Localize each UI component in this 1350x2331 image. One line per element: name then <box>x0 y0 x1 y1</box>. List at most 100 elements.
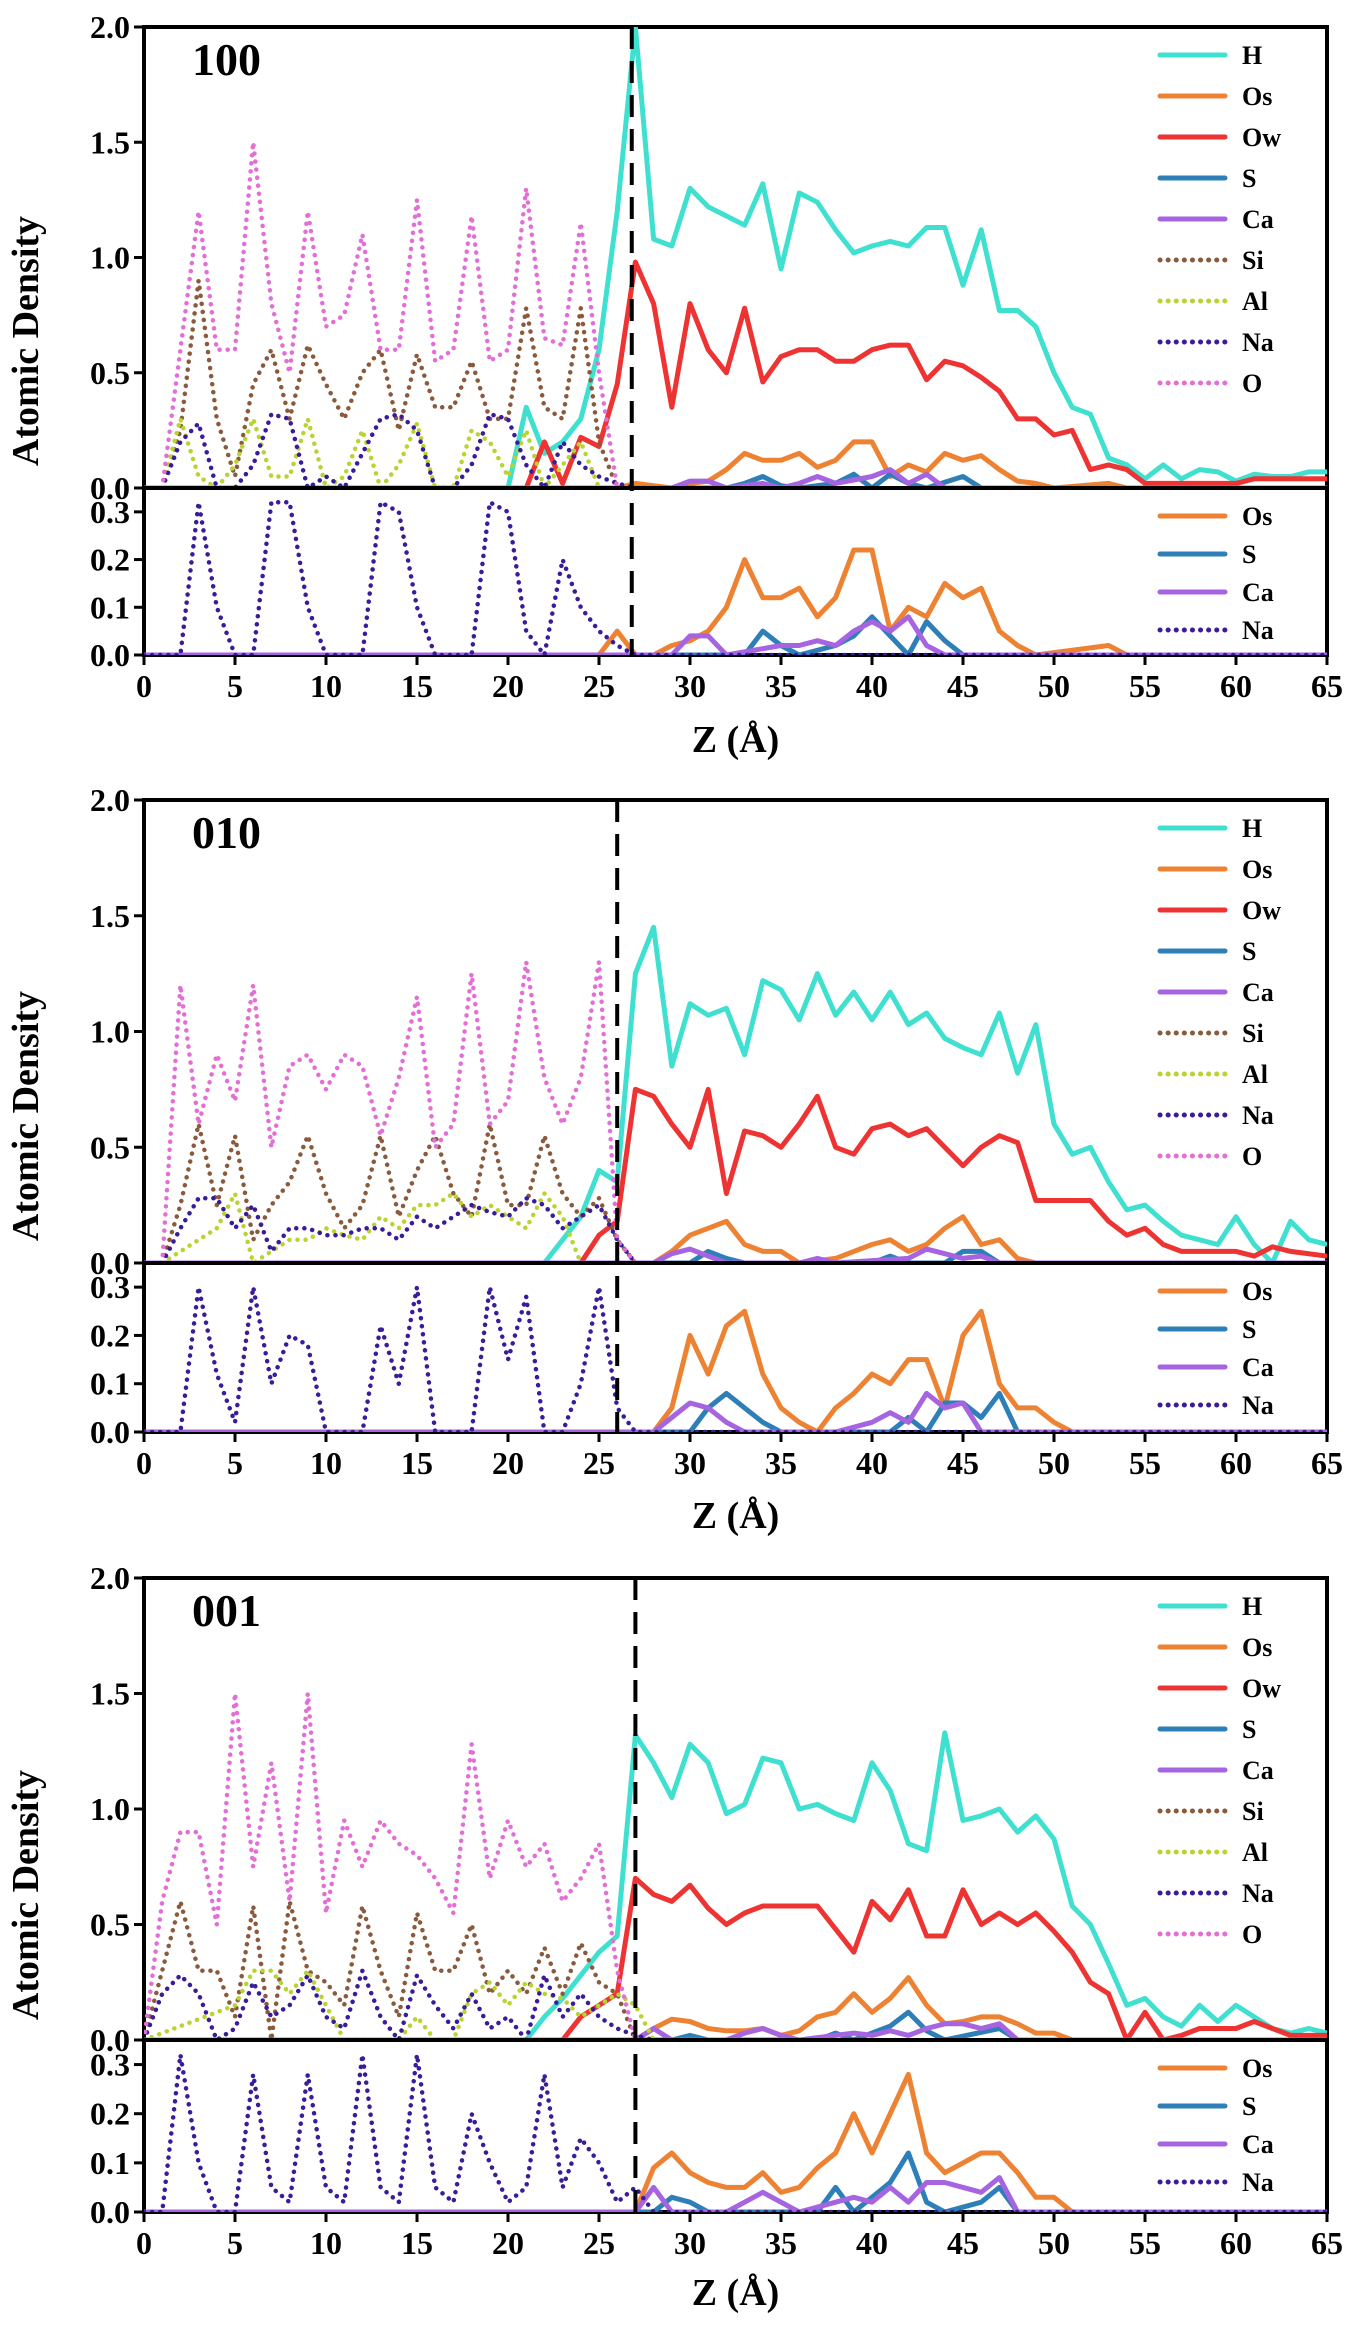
chart-panel-001: 0.0 0.5 1.0 1.5 2.0 H Os Ow S Ca Si Al Na O 0.0 0.1 0.2 0… <box>5 1560 1343 2314</box>
series-line-S <box>144 471 1327 488</box>
x-tick-label: 20 <box>492 2225 524 2261</box>
legend-label-Ow: Ow <box>1242 896 1281 925</box>
series-line-O <box>144 1691 638 2040</box>
y-axis-title: Atomic Density <box>5 991 47 1241</box>
x-tick-label: 10 <box>310 2225 342 2261</box>
legend-label-Os: Os <box>1242 1277 1272 1306</box>
legend-label-H: H <box>1242 814 1262 843</box>
bottom-series-group <box>144 500 1327 655</box>
legend-label-Al: Al <box>1242 1060 1268 1089</box>
series-line-H <box>144 1730 1327 2040</box>
legend-label-Os: Os <box>1242 502 1272 531</box>
x-tick-label: 25 <box>583 668 615 704</box>
series-line-Al <box>159 416 602 488</box>
series-line-Si <box>159 1121 638 1263</box>
bottom-y-tick-label: 0.2 <box>90 1317 130 1353</box>
y-axis-title: Atomic Density <box>5 216 47 466</box>
legend-label-Al: Al <box>1242 1838 1268 1867</box>
top-y-tick-label: 2.0 <box>90 782 130 818</box>
series-line-S <box>144 1390 1327 1432</box>
top-y-tick-label: 1.0 <box>90 1791 130 1827</box>
x-tick-label: 0 <box>136 668 152 704</box>
top-y-tick-label: 1.0 <box>90 240 130 276</box>
x-tick-label: 25 <box>583 1445 615 1481</box>
series-line-Na <box>144 1284 1327 1432</box>
x-tick-label: 30 <box>674 1445 706 1481</box>
x-tick-label: 5 <box>227 1445 243 1481</box>
legend-label-S: S <box>1242 1715 1256 1744</box>
chart-panel-010: 0.0 0.5 1.0 1.5 2.0 H Os Ow S Ca Si Al Na O 0.0 0.1 0.2 0… <box>5 782 1343 1537</box>
bottom-plot-frame <box>142 486 1329 657</box>
x-axis-title: Z (Å) <box>692 1495 780 1537</box>
series-line-Na <box>159 411 638 488</box>
bottom-y-tick-label: 0.1 <box>90 2145 130 2181</box>
bottom-y-tick-label: 0.1 <box>90 589 130 625</box>
top-series-group <box>144 27 1327 488</box>
series-line-Ca <box>144 2021 1327 2040</box>
panel-label: 010 <box>192 807 261 858</box>
top-y-tick-label: 0.5 <box>90 355 130 391</box>
x-tick-label: 40 <box>856 2225 888 2261</box>
legend-label-Os: Os <box>1242 855 1272 884</box>
series-line-Ow <box>144 1875 1327 2040</box>
legend-label-Si: Si <box>1242 246 1264 275</box>
bottom-y-tick-label: 0.3 <box>90 494 130 530</box>
x-tick-label: 15 <box>401 2225 433 2261</box>
x-tick-label: 65 <box>1311 668 1343 704</box>
series-line-Na <box>144 1968 656 2040</box>
series-line-H <box>144 27 1327 488</box>
panel-label: 001 <box>192 1585 261 1636</box>
x-tick-label: 40 <box>856 668 888 704</box>
x-tick-label: 60 <box>1220 2225 1252 2261</box>
x-tick-label: 10 <box>310 1445 342 1481</box>
bottom-plot-frame <box>142 1261 1329 1434</box>
bottom-y-tick-label: 0.1 <box>90 1366 130 1402</box>
x-tick-label: 60 <box>1220 1445 1252 1481</box>
x-tick-label: 55 <box>1129 2225 1161 2261</box>
series-line-Os <box>144 1975 1327 2040</box>
series-line-Ca <box>144 467 1327 488</box>
top-y-tick-label: 0.0 <box>90 1245 130 1281</box>
top-series-group <box>144 924 1327 1263</box>
x-tick-label: 15 <box>401 668 433 704</box>
legend-label-O: O <box>1242 1142 1262 1171</box>
x-tick-label: 30 <box>674 668 706 704</box>
series-line-Os <box>144 1308 1327 1432</box>
top-y-tick-label: 0.0 <box>90 470 130 506</box>
legend-label-O: O <box>1242 1920 1262 1949</box>
series-line-S <box>144 2150 1327 2212</box>
x-tick-label: 10 <box>310 668 342 704</box>
legend-label-S: S <box>1242 937 1256 966</box>
x-tick-label: 15 <box>401 1445 433 1481</box>
x-tick-label: 55 <box>1129 1445 1161 1481</box>
series-line-H <box>144 924 1327 1263</box>
series-line-Os <box>144 1214 1327 1263</box>
legend-label-H: H <box>1242 1592 1262 1621</box>
x-tick-label: 45 <box>947 2225 979 2261</box>
legend-label-Os: Os <box>1242 82 1272 111</box>
x-axis-title: Z (Å) <box>692 2272 780 2314</box>
x-tick-label: 45 <box>947 668 979 704</box>
legend-label-O: O <box>1242 369 1262 398</box>
top-y-tick-label: 0.5 <box>90 1129 130 1165</box>
series-line-Ca <box>144 1390 1327 1432</box>
y-axis-title: Atomic Density <box>5 1770 47 2020</box>
legend-label-S: S <box>1242 164 1256 193</box>
series-line-Na <box>144 2052 1327 2212</box>
series-line-Ca <box>144 614 1327 655</box>
bottom-y-tick-label: 0.0 <box>90 1414 130 1450</box>
chart-panel-100: 0.0 0.5 1.0 1.5 2.0 H Os Ow S Ca Si Al Na O 0.0 0.1 0.2 0… <box>5 9 1343 761</box>
series-line-Na <box>159 1195 638 1263</box>
x-tick-label: 50 <box>1038 1445 1070 1481</box>
bottom-y-tick-label: 0.3 <box>90 2047 130 2083</box>
legend-label-Ca: Ca <box>1242 1353 1274 1382</box>
x-tick-label: 50 <box>1038 2225 1070 2261</box>
x-axis-title: Z (Å) <box>692 719 780 761</box>
series-line-Ow <box>144 1086 1327 1263</box>
x-tick-label: 45 <box>947 1445 979 1481</box>
bottom-y-tick-label: 0.2 <box>90 542 130 578</box>
bottom-y-tick-label: 0.2 <box>90 2096 130 2132</box>
x-tick-label: 20 <box>492 668 524 704</box>
series-line-Si <box>144 1899 638 2040</box>
